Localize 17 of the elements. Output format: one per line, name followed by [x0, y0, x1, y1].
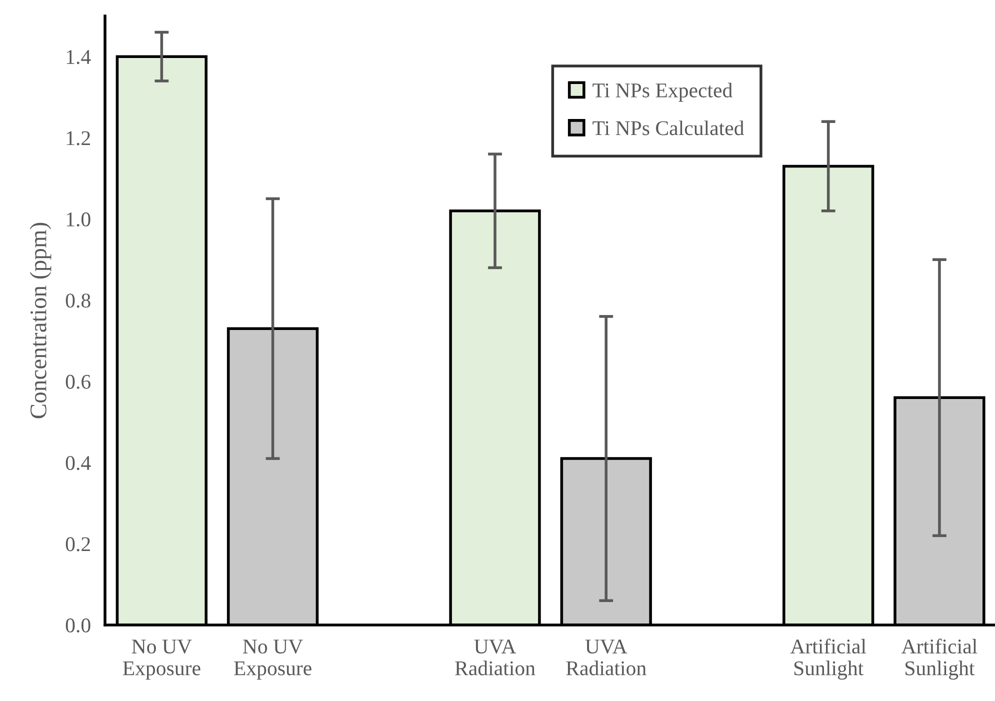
y-tick-label: 0.4 — [66, 456, 91, 470]
legend-label: Ti NPs Expected — [592, 82, 732, 102]
x-tick-label: No UV Exposure — [234, 640, 312, 680]
legend-label: Ti NPs Calculated — [592, 120, 744, 136]
y-tick-label: 0.2 — [66, 537, 90, 552]
y-tick-label: 0.6 — [66, 374, 90, 389]
y-tick-label: 0.0 — [66, 618, 90, 633]
y-tick-label: 1.0 — [66, 212, 90, 227]
x-tick-label: No UV Exposure — [122, 640, 200, 680]
y-tick-label: 1.4 — [66, 50, 91, 64]
x-tick-label: UVA Radiation — [455, 640, 536, 676]
y-axis-title: Concentration (ppm) — [30, 222, 52, 418]
y-tick-label: 1.2 — [66, 131, 90, 146]
x-tick-label: UVA Radiation — [566, 640, 646, 676]
x-tick-label: Artificial Sunlight — [901, 638, 978, 680]
x-tick-label: Artificial Sunlight — [790, 638, 866, 680]
y-tick-label: 0.8 — [66, 294, 90, 308]
